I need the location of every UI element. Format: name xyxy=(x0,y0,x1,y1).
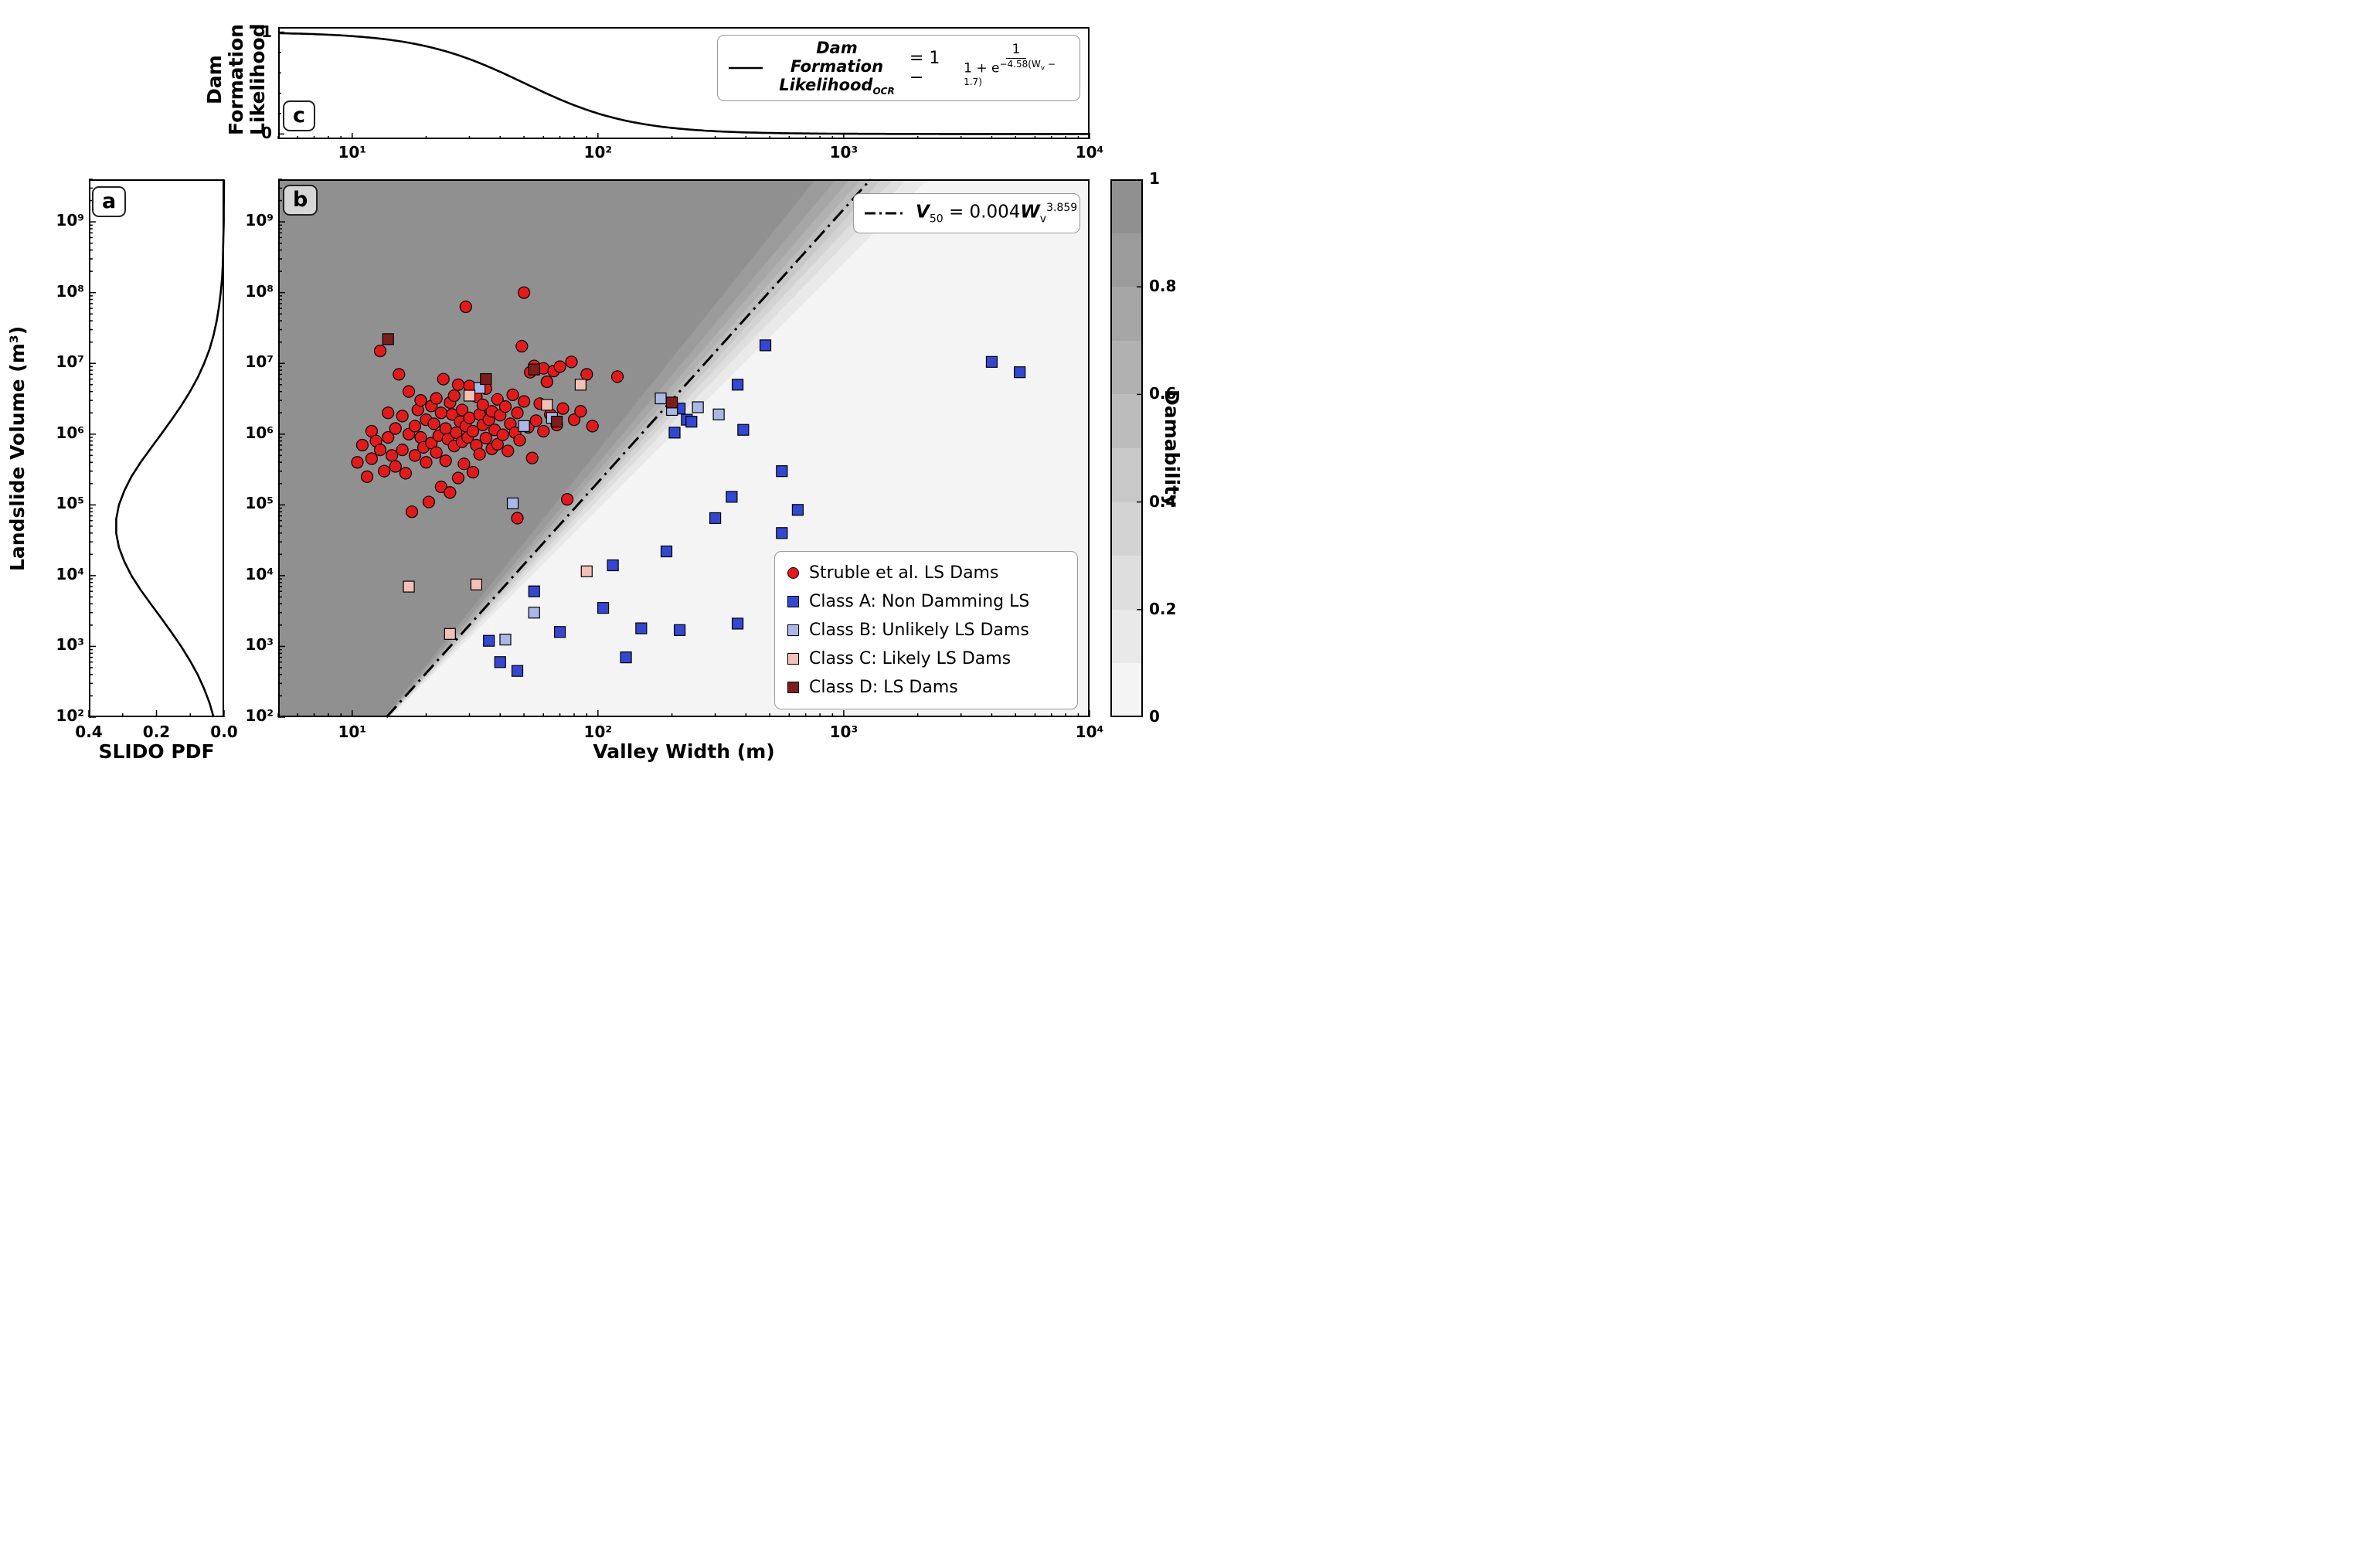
colorbar-band xyxy=(1110,556,1143,610)
a-y-tick-label: 10³ xyxy=(56,635,84,655)
legend-item-classA: Class A: Non Damming LS xyxy=(787,587,1065,616)
square-marker-icon xyxy=(787,682,799,693)
legend-item-label: Class C: Likely LS Dams xyxy=(809,649,1012,668)
a-y-tick-label: 10⁴ xyxy=(56,564,84,583)
a-y-tick-label: 10⁵ xyxy=(56,494,84,513)
legend-item-struble: Struble et al. LS Dams xyxy=(787,559,1065,587)
a-x-tick-label: 0.0 xyxy=(210,723,238,741)
legend-item-classB: Class B: Unlikely LS Dams xyxy=(787,616,1065,645)
b-x-tick-label: 10² xyxy=(583,723,613,741)
v50-legend: V50 = 0.004Wv3.859 xyxy=(853,193,1080,233)
b-y-tick-label: 10⁶ xyxy=(245,423,274,442)
colorbar-band xyxy=(1110,287,1143,341)
colorbar-tick-label: 0.8 xyxy=(1149,277,1177,296)
v50-equation: V50 = 0.004Wv3.859 xyxy=(916,201,1078,226)
b-y-tick-label: 10³ xyxy=(245,635,274,655)
square-marker-icon xyxy=(787,653,799,665)
c-y-tick-label: 1 xyxy=(261,22,272,41)
b-x-tick-label: 10³ xyxy=(829,723,858,741)
series-classC xyxy=(403,379,593,640)
a-y-tick-label: 10⁸ xyxy=(56,281,84,301)
b-y-tick-label: 10⁴ xyxy=(245,564,274,583)
c-x-tick-label: 10² xyxy=(583,143,613,162)
b-x-tick-label: 10⁴ xyxy=(1075,723,1104,741)
v50-dashdot-line xyxy=(386,178,872,719)
colorbar-band xyxy=(1110,609,1143,664)
b-y-tick-label: 10⁹ xyxy=(245,211,274,230)
legend-item-label: Class D: LS Dams xyxy=(809,678,958,697)
panel-b-plot xyxy=(277,178,1090,719)
colorbar-band xyxy=(1110,447,1143,502)
colorbar-tick-label: 0.6 xyxy=(1149,384,1177,403)
series-classA xyxy=(483,339,1026,677)
colorbar-band xyxy=(1110,340,1143,395)
b-y-tick-label: 10² xyxy=(245,706,274,725)
square-marker-icon xyxy=(787,624,799,636)
panel-a-plot xyxy=(88,179,226,718)
c-y-axis-label-line1: Dam Formation xyxy=(203,24,247,135)
c-x-tick-label: 10¹ xyxy=(338,143,367,162)
legend-item-label: Struble et al. LS Dams xyxy=(809,563,999,583)
panel-label-a: a xyxy=(92,186,127,218)
a-x-axis-label: SLIDO PDF xyxy=(98,740,215,763)
damability-colorbar xyxy=(1110,179,1143,717)
panel-label-b: b xyxy=(283,185,318,216)
dashdot-line-icon xyxy=(865,212,906,215)
panel-label-c: c xyxy=(283,100,316,132)
a-x-tick-label: 0.4 xyxy=(75,723,103,741)
series-classD xyxy=(382,333,678,428)
colorbar-band xyxy=(1110,502,1143,556)
colorbar-band xyxy=(1110,233,1143,287)
dam-formation-equation: Dam Formation LikelihoodOCR = 1 −1 1 + e−4.… xyxy=(779,38,1056,97)
square-marker-icon xyxy=(787,596,799,607)
b-x-axis-label: Valley Width (m) xyxy=(593,740,775,763)
colorbar-label: Damability xyxy=(1161,389,1183,508)
colorbar-band xyxy=(1110,179,1143,233)
c-x-tick-label: 10³ xyxy=(829,143,858,162)
c-x-tick-label: 10⁴ xyxy=(1075,143,1104,162)
colorbar-ticks xyxy=(1137,179,1143,717)
a-y-axis-label: Landslide Volume (m³) xyxy=(6,325,29,571)
colorbar-tick-label: 0 xyxy=(1149,707,1160,726)
circle-marker-icon xyxy=(787,567,799,579)
colorbar-band xyxy=(1110,663,1143,717)
b-y-tick-label: 10⁷ xyxy=(245,352,274,372)
legend-b: Struble et al. LS Dams Class A: Non Dammi… xyxy=(774,551,1078,709)
a-y-tick-label: 10² xyxy=(56,706,84,725)
colorbar-tick-label: 0.4 xyxy=(1149,491,1177,511)
a-y-tick-label: 10⁷ xyxy=(56,352,84,372)
b-y-tick-label: 10⁸ xyxy=(245,281,274,301)
colorbar-tick-label: 0.2 xyxy=(1149,599,1177,618)
c-y-tick-label: 0 xyxy=(261,124,272,143)
legend-item-label: Class A: Non Damming LS xyxy=(809,592,1030,611)
b-x-tick-label: 10¹ xyxy=(338,723,367,741)
legend-item-classD: Class D: LS Dams xyxy=(787,673,1065,702)
colorbar-band xyxy=(1110,394,1143,448)
figure-canvas: Valley Width (m) SLIDO PDF Landslide Vol… xyxy=(0,0,1190,775)
dam-formation-legend: Dam Formation LikelihoodOCR = 1 −1 1 + e−4.… xyxy=(717,35,1080,101)
slido-pdf-curve xyxy=(115,179,226,718)
b-y-tick-label: 10⁵ xyxy=(245,494,274,513)
a-y-tick-label: 10⁹ xyxy=(56,211,84,230)
a-x-tick-label: 0.2 xyxy=(142,723,171,741)
a-y-tick-label: 10⁶ xyxy=(56,423,84,442)
legend-item-label: Class B: Unlikely LS Dams xyxy=(809,621,1029,640)
series-struble xyxy=(351,286,624,525)
dam-formation-curve xyxy=(277,32,1090,135)
solid-line-icon xyxy=(729,66,763,70)
colorbar-tick-label: 1 xyxy=(1149,169,1160,188)
legend-item-classC: Class C: Likely LS Dams xyxy=(787,645,1065,673)
